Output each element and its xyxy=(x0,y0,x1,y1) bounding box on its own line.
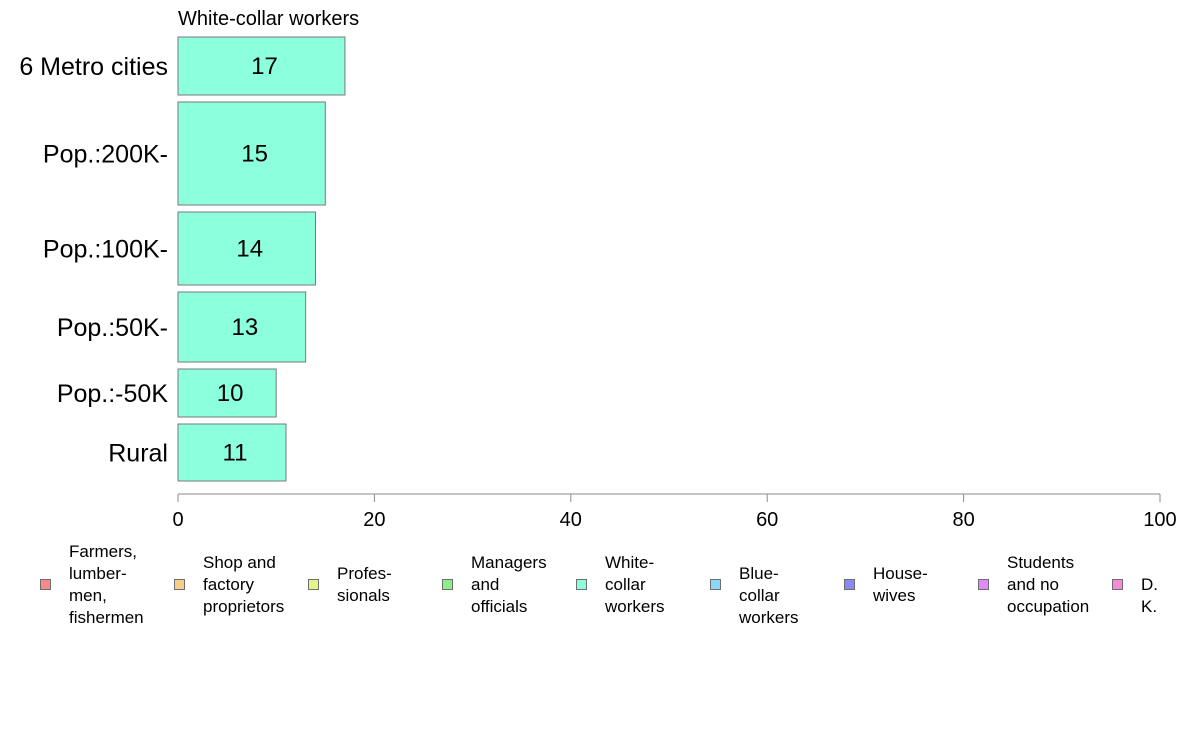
x-tick-label: 20 xyxy=(363,509,385,531)
legend-label: Students and no occupation xyxy=(1007,553,1090,616)
legend-label: Profes- sionals xyxy=(337,564,392,605)
legend-label: White- collar workers xyxy=(605,553,665,616)
bar-5 xyxy=(177,423,287,482)
legend-swatch xyxy=(978,579,989,590)
legend-label: Blue-collar workers xyxy=(739,564,799,627)
legend-label: D. K. xyxy=(1141,575,1158,616)
x-tick-label: 0 xyxy=(172,509,183,531)
legend-label: Farmers, lumber- men, fishermen xyxy=(69,542,144,627)
category-label: Pop.:50K- xyxy=(57,314,168,342)
category-label: Pop.:200K- xyxy=(43,141,168,169)
bar-2 xyxy=(177,211,316,286)
bar-value-label: 10 xyxy=(217,380,244,407)
x-axis: 0 20 40 60 80 100 xyxy=(172,493,1177,531)
legend-swatch xyxy=(40,579,51,590)
chart: White-collar workers 17 6 Metro cities 15 P… xyxy=(19,8,1177,531)
legend-label: Managers and officials xyxy=(471,553,547,616)
x-tick-label: 100 xyxy=(1143,509,1176,531)
x-tick-label: 40 xyxy=(560,509,582,531)
bar-4 xyxy=(177,368,277,418)
legend-swatch xyxy=(710,579,721,590)
bar-value-label: 11 xyxy=(223,440,248,467)
chart-title: White-collar workers xyxy=(178,8,359,30)
legend-swatch xyxy=(442,579,453,590)
legend-swatch xyxy=(576,579,587,590)
bar-3 xyxy=(177,291,307,363)
legend-swatch xyxy=(174,579,185,590)
bar-value-label: 15 xyxy=(241,141,268,168)
legend-swatch xyxy=(844,579,855,590)
bar-0 xyxy=(177,36,346,96)
bars-group: 17 6 Metro cities 15 Pop.:200K- 14 Pop.:100K-… xyxy=(19,36,346,482)
bar-value-label: 13 xyxy=(231,314,258,341)
x-tick-label: 60 xyxy=(756,509,778,531)
x-tick-label: 80 xyxy=(952,509,974,531)
legend-swatch xyxy=(1112,579,1123,590)
bar-value-label: 17 xyxy=(251,53,278,80)
legend-label: Shop and factory proprietors xyxy=(203,553,285,616)
legend: Farmers, lumber- men, fishermen Shop and … xyxy=(0,542,1188,642)
legend-label: House- wives xyxy=(873,564,928,605)
bar-value-label: 14 xyxy=(236,236,263,263)
category-label: Rural xyxy=(108,440,168,468)
category-label: Pop.:-50K xyxy=(57,380,169,408)
category-label: Pop.:100K- xyxy=(43,236,168,264)
legend-swatch xyxy=(308,579,319,590)
category-label: 6 Metro cities xyxy=(19,53,168,81)
bar-1 xyxy=(177,101,326,206)
